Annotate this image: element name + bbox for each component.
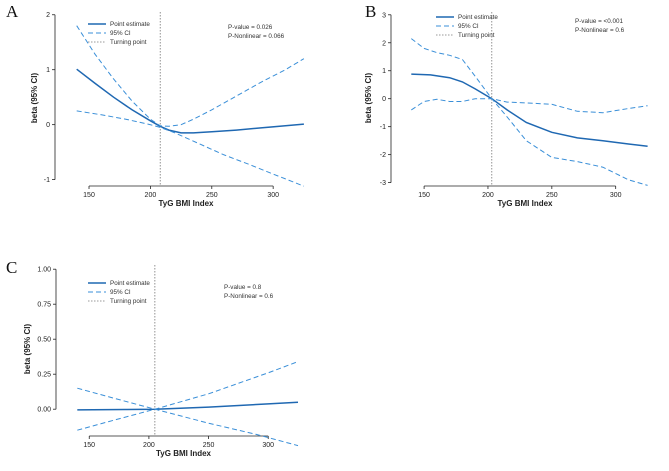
y-tick-label: 0.25 [37, 372, 51, 379]
panel-label: C [6, 258, 17, 277]
x-tick-label: 200 [482, 192, 494, 199]
x-tick-label: 300 [267, 192, 279, 199]
legend-label-estimate: Point estimate [458, 14, 498, 21]
x-axis-title: TyG BMI Index [159, 199, 215, 208]
p-value-text: P-value = 0.8 [224, 284, 262, 291]
x-tick-label: 250 [546, 192, 558, 199]
point-estimate-line [76, 68, 304, 134]
ci-upper-line [77, 361, 299, 410]
ci-lower-line [77, 408, 299, 447]
p-value-text: P-value = <0.001 [575, 18, 623, 25]
p-nonlinear-text: P-Nonlinear = 0.066 [228, 33, 285, 40]
y-tick-label: 0 [46, 122, 50, 129]
chart-panel-b: B -3 -2 -1 0 1 2 3 150 200 250 300 TyG BMI Index beta… [364, 2, 648, 208]
p-value-text: P-value = 0.026 [228, 24, 273, 31]
panel-label: B [365, 2, 376, 21]
y-tick-label: -2 [380, 152, 386, 159]
x-tick-label: 150 [83, 192, 95, 199]
legend-label-estimate: Point estimate [110, 280, 150, 287]
x-axis-title: TyG BMI Index [156, 449, 212, 458]
y-tick-label: 2 [382, 40, 386, 47]
y-tick-label: 1 [382, 68, 386, 75]
y-tick-label: 2 [46, 12, 50, 19]
point-estimate-line [77, 401, 299, 411]
x-tick-label: 200 [143, 442, 155, 449]
chart-panel-a: A -1 0 1 2 150 200 250 300 TyG BMI Index beta (95%… [6, 2, 305, 208]
y-tick-label: 1 [46, 67, 50, 74]
legend-label-ci: 95% CI [110, 289, 131, 296]
y-tick-label: -3 [380, 180, 386, 187]
y-tick-label: 3 [382, 12, 386, 19]
legend-label-ci: 95% CI [110, 30, 131, 37]
y-axis-title: beta (95% CI) [364, 73, 373, 124]
p-nonlinear-text: P-Nonlinear = 0.6 [224, 293, 274, 300]
legend-label-estimate: Point estimate [110, 21, 150, 28]
y-tick-label: 1.00 [37, 267, 51, 274]
p-nonlinear-text: P-Nonlinear = 0.6 [575, 27, 625, 34]
ci-lower-line [76, 110, 305, 187]
legend-label-turning: Turning point [110, 39, 147, 46]
x-tick-label: 200 [145, 192, 157, 199]
x-tick-label: 250 [203, 442, 215, 449]
y-tick-label: 0.00 [37, 407, 51, 414]
point-estimate-line [411, 73, 648, 147]
legend-label-ci: 95% CI [458, 23, 479, 30]
y-tick-label: -1 [380, 124, 386, 131]
panel-label: A [6, 2, 19, 21]
y-axis-title: beta (95% CI) [30, 73, 39, 124]
x-tick-label: 300 [262, 442, 274, 449]
y-tick-label: -1 [44, 177, 50, 184]
y-tick-label: 0.50 [37, 337, 51, 344]
y-tick-label: 0.75 [37, 302, 51, 309]
legend-label-turning: Turning point [110, 298, 147, 305]
ci-upper-line [76, 25, 305, 127]
legend-label-turning: Turning point [458, 32, 495, 39]
x-tick-label: 150 [83, 442, 95, 449]
y-axis-title: beta (95% CI) [23, 324, 32, 375]
chart-panel-c: C 0.00 0.25 0.50 0.75 1.00 150 200 250 300 TyG BMI… [6, 258, 299, 458]
x-tick-label: 150 [418, 192, 430, 199]
x-tick-label: 250 [206, 192, 218, 199]
ci-lower-line [411, 98, 648, 114]
x-tick-label: 300 [610, 192, 622, 199]
x-axis-title: TyG BMI Index [498, 199, 554, 208]
y-tick-label: 0 [382, 96, 386, 103]
ci-upper-line [410, 38, 648, 186]
